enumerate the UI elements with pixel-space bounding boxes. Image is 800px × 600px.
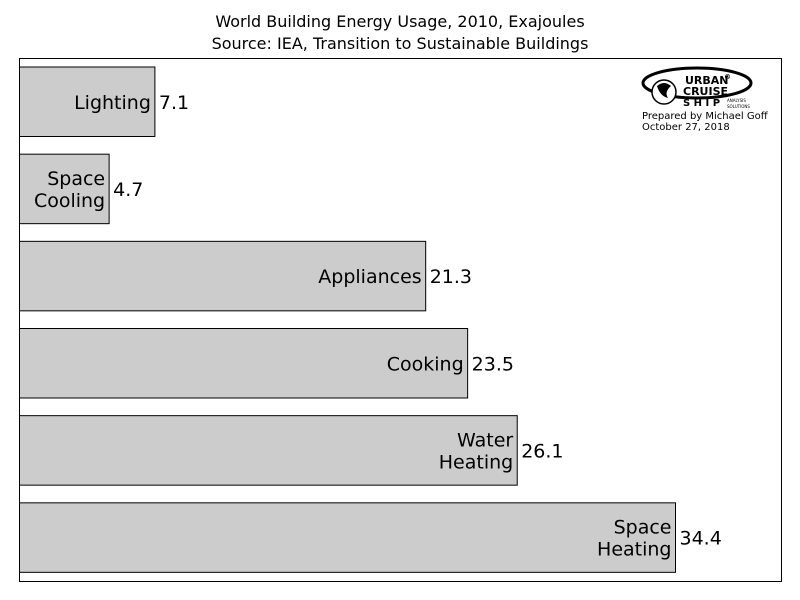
bar-space-cooling (19, 153, 110, 225)
bar-lighting (19, 66, 156, 137)
category-label: Cooking (387, 353, 464, 375)
category-label: Appliances (318, 266, 421, 288)
logo-tag2: SOLUTIONS (727, 104, 750, 109)
logo-tag1: ANALYSIS (727, 98, 746, 103)
value-label: 21.3 (430, 266, 472, 288)
category-label: Lighting (74, 92, 151, 114)
value-label: 4.7 (113, 179, 143, 201)
plot-area (19, 58, 782, 582)
logo-line3: S H I P (683, 98, 720, 109)
value-label: 23.5 (472, 353, 514, 375)
logo-line2: CRUISE (683, 85, 728, 98)
category-label: Space Heating (597, 517, 671, 561)
category-label: Space Cooling (34, 168, 105, 212)
value-label: 7.1 (159, 92, 189, 114)
value-label: 26.1 (521, 440, 563, 462)
chart-title: World Building Energy Usage, 2010, Exajo… (215, 12, 585, 31)
bar-appliances (19, 240, 427, 312)
logo-line1: URBAN (685, 74, 729, 87)
bar-space-heating (19, 502, 677, 573)
logo-registered: ® (724, 73, 731, 81)
value-label: 34.4 (680, 528, 722, 550)
bar-water-heating (19, 415, 518, 486)
chart-subtitle: Source: IEA, Transition to Sustainable B… (211, 34, 589, 53)
bars-group: Lighting 7.1 Space Cooling 4.7 Appliances 21.3… (19, 66, 722, 573)
prepared-date-text: October 27, 2018 (642, 122, 730, 133)
urban-cruise-ship-logo: URBAN ® CRUISE S H I P ANALYSIS SOLUTION… (640, 66, 770, 136)
bar-cooking (19, 328, 469, 399)
prepared-by-text: Prepared by Michael Goff (642, 111, 768, 122)
category-label: Water Heating (439, 429, 514, 473)
